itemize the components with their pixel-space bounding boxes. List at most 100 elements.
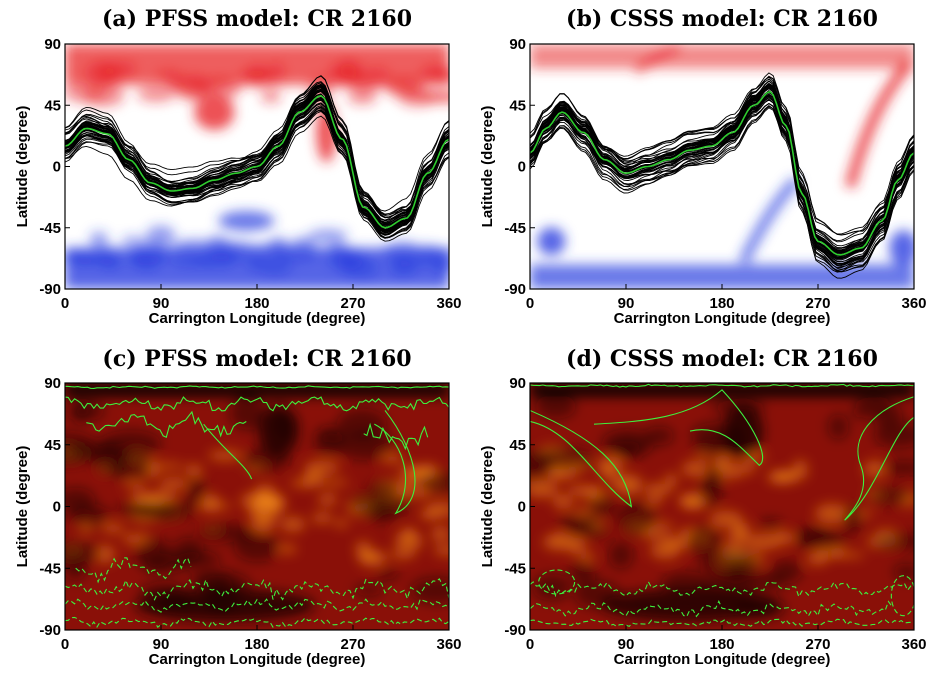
y-tick-label: 45 xyxy=(509,97,526,114)
y-tick-label: 0 xyxy=(518,159,526,176)
contour-line xyxy=(65,616,449,629)
x-tick-label: 180 xyxy=(244,295,269,312)
contour-line xyxy=(530,580,914,599)
contour-line xyxy=(530,618,914,628)
polarity-map xyxy=(65,44,449,289)
y-tick-label: 0 xyxy=(53,159,61,176)
contour-line xyxy=(890,575,914,617)
ensemble-line xyxy=(65,106,449,226)
y-tick-label: -90 xyxy=(504,281,526,298)
y-tick-label: -90 xyxy=(39,622,61,639)
x-tick-label: 90 xyxy=(153,636,170,653)
ensemble-line xyxy=(65,93,449,239)
y-axis-label: Latitude (degree) xyxy=(14,446,31,568)
y-tick-label: 0 xyxy=(53,499,61,516)
x-tick-label: 360 xyxy=(436,636,461,653)
plot-area-a xyxy=(65,44,449,289)
contour-line xyxy=(530,383,914,388)
contour-line xyxy=(530,409,633,508)
euv-texture xyxy=(65,383,449,622)
y-axis-label: Latitude (degree) xyxy=(479,106,496,228)
ensemble-line xyxy=(65,83,449,233)
x-tick-label: 270 xyxy=(340,295,365,312)
panel-title: (c) PFSS model: CR 2160 xyxy=(102,346,411,372)
x-tick-label: 180 xyxy=(244,636,269,653)
panel-title: (d) CSSS model: CR 2160 xyxy=(566,346,878,372)
x-axis-label: Carrington Longitude (degree) xyxy=(149,651,366,668)
ensemble-line xyxy=(530,97,914,272)
x-tick-label: 360 xyxy=(436,295,461,312)
panel-title: (b) CSSS model: CR 2160 xyxy=(566,6,878,32)
euv-texture xyxy=(530,383,914,622)
y-tick-label: -45 xyxy=(504,220,526,237)
y-tick-label: 0 xyxy=(518,499,526,516)
y-tick-label: -45 xyxy=(504,560,526,577)
plot-area-b xyxy=(530,44,914,289)
panel-b: 0 90 180 270 360 90 45 0 -45 -90 (b) CSSS model: C… xyxy=(479,6,927,327)
plot-area-c xyxy=(65,383,449,630)
x-tick-label: 270 xyxy=(340,636,365,653)
x-tick-label: 270 xyxy=(805,636,830,653)
contour-line xyxy=(65,578,449,601)
x-tick-label: 90 xyxy=(153,295,170,312)
contour-line xyxy=(363,422,429,451)
panel-c: 0 90 180 270 360 90 45 0 -45 -90 (c) PFSS model: C… xyxy=(14,346,462,668)
x-tick-label: 90 xyxy=(618,636,635,653)
y-tick-label: 90 xyxy=(44,36,61,53)
contour-line xyxy=(86,410,247,438)
x-tick-label: 180 xyxy=(709,295,734,312)
contour-line xyxy=(203,423,253,480)
y-tick-label: -45 xyxy=(39,220,61,237)
x-axis-label: Carrington Longitude (degree) xyxy=(614,651,831,668)
plot-area-d xyxy=(530,383,914,630)
ensemble-line xyxy=(530,105,914,273)
x-tick-label: 0 xyxy=(526,295,534,312)
x-tick-label: 180 xyxy=(709,636,734,653)
panel-d: 0 90 180 270 360 90 45 0 -45 -90 (d) CSSS model: C… xyxy=(479,346,927,668)
x-tick-label: 0 xyxy=(526,636,534,653)
x-axis-label: Carrington Longitude (degree) xyxy=(149,310,366,327)
ensemble-line xyxy=(65,98,449,231)
ensemble-line xyxy=(530,95,914,279)
y-tick-label: 90 xyxy=(509,375,526,392)
x-axis-label: Carrington Longitude (degree) xyxy=(614,310,831,327)
x-tick-label: 360 xyxy=(901,636,926,653)
contour-line xyxy=(374,410,416,515)
mean-neutral-line xyxy=(530,90,914,256)
contour-line xyxy=(844,396,914,521)
coronal-hole-contours xyxy=(65,385,449,629)
contour-line xyxy=(593,389,764,467)
panel-title: (a) PFSS model: CR 2160 xyxy=(102,6,412,32)
contour-line xyxy=(65,385,449,389)
y-tick-label: 45 xyxy=(509,437,526,454)
contour-line xyxy=(530,599,893,618)
contour-line xyxy=(65,598,449,613)
x-tick-label: 90 xyxy=(618,295,635,312)
contour-line xyxy=(75,557,192,584)
y-axis-label: Latitude (degree) xyxy=(479,446,496,568)
y-tick-label: 90 xyxy=(44,375,61,392)
ensemble-line xyxy=(65,75,449,218)
ensemble-line xyxy=(65,81,449,216)
y-axis-label: Latitude (degree) xyxy=(14,106,31,228)
x-tick-label: 0 xyxy=(61,295,69,312)
ensemble-line xyxy=(530,80,914,264)
y-tick-label: -90 xyxy=(504,622,526,639)
x-tick-label: 360 xyxy=(901,295,926,312)
x-tick-label: 0 xyxy=(61,636,69,653)
mean-neutral-line xyxy=(65,94,449,229)
contour-line xyxy=(538,569,576,595)
polarity-map xyxy=(530,44,914,289)
y-tick-label: 45 xyxy=(44,437,61,454)
panel-a: 0 90 180 270 360 90 45 0 -45 -90 (a) PFSS model: C… xyxy=(14,6,462,327)
ensemble-line xyxy=(65,115,449,232)
coronal-hole-contours xyxy=(530,383,914,628)
x-tick-label: 270 xyxy=(805,295,830,312)
contour-line xyxy=(65,396,449,412)
y-tick-label: -45 xyxy=(39,560,61,577)
ensemble-line xyxy=(530,75,914,236)
ensemble-line xyxy=(530,103,914,252)
y-tick-label: -90 xyxy=(39,281,61,298)
y-tick-label: 90 xyxy=(509,36,526,53)
